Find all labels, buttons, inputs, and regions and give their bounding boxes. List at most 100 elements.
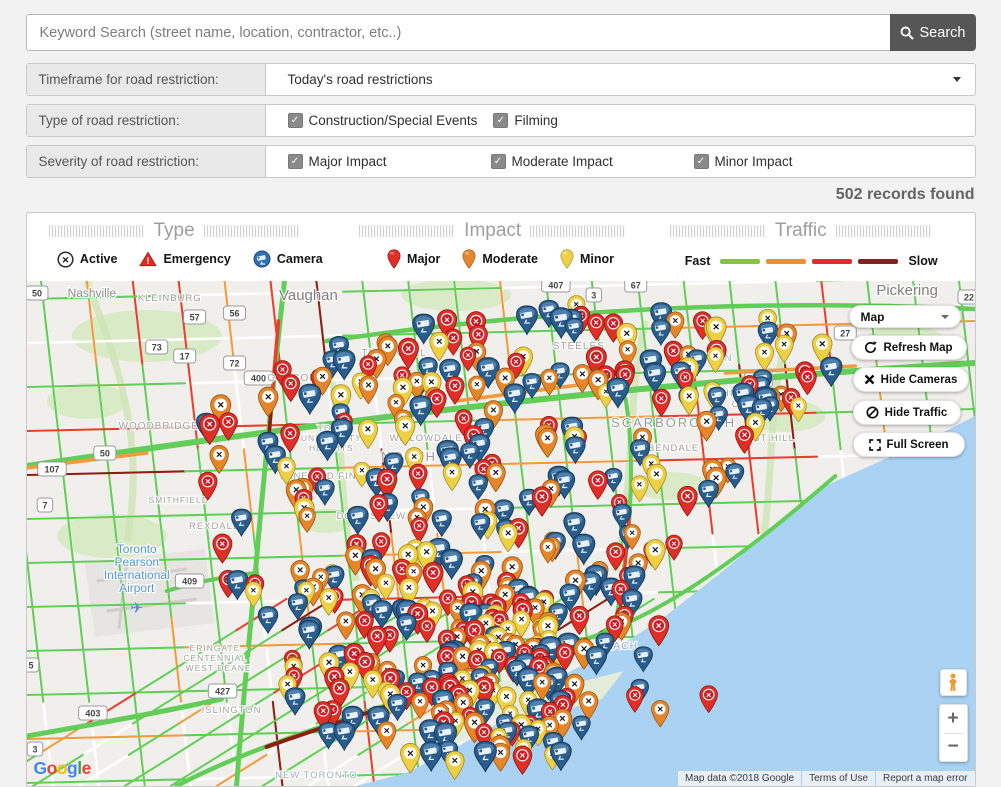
checkbox-label: Minor Impact: [714, 154, 793, 169]
checkbox-icon[interactable]: [493, 113, 509, 128]
google-logo[interactable]: Google: [33, 758, 92, 778]
svg-text:73: 73: [151, 342, 161, 352]
svg-text:56: 56: [229, 308, 239, 318]
map-card: Type ✕ Active !: [25, 212, 976, 787]
svg-text:Vaughan: Vaughan: [279, 287, 338, 304]
svg-text:400: 400: [251, 373, 266, 383]
svg-text:WOODBRIDGE: WOODBRIDGE: [118, 421, 198, 432]
checkbox-icon[interactable]: [490, 154, 506, 169]
svg-text:403: 403: [85, 708, 100, 718]
severity-options: Major Impact Moderate Impact Minor Impac…: [266, 146, 975, 177]
legend-item-active: ✕ Active: [57, 250, 117, 268]
legend-item-emergency: ! Emergency: [139, 251, 231, 267]
svg-text:CENTENNIAL -: CENTENNIAL -: [183, 653, 254, 663]
zoom-control: + −: [938, 704, 968, 762]
traffic-slow-label: Slow: [908, 254, 938, 268]
checkbox-moderate-impact[interactable]: Moderate Impact: [490, 154, 694, 169]
refresh-icon: [865, 341, 878, 354]
minor-pin-icon: [560, 249, 574, 269]
checkbox-label: Moderate Impact: [511, 154, 613, 169]
zoom-in-button[interactable]: +: [947, 707, 959, 729]
legend-hatch: [48, 225, 145, 237]
map-shields: 5057567317724003674072722401501077409427…: [26, 281, 975, 757]
timeframe-filter-row: Timeframe for road restriction: Today's …: [25, 63, 976, 96]
x-icon: [864, 374, 874, 385]
chevron-down-icon: [952, 77, 961, 82]
search-input[interactable]: [25, 14, 890, 51]
emergency-icon: !: [139, 251, 158, 267]
svg-text:Toronto: Toronto: [116, 542, 156, 556]
svg-text:5: 5: [28, 660, 33, 670]
road-restrictions-app: Search Timeframe for road restriction: T…: [25, 0, 976, 787]
svg-text:67: 67: [630, 281, 640, 291]
checkbox-icon[interactable]: [693, 154, 709, 169]
svg-text:17: 17: [179, 351, 189, 361]
camera-icon: [253, 250, 271, 268]
map-attribution: Map data ©2018 Google Terms of Use Repor…: [677, 771, 975, 786]
svg-text:Airport: Airport: [119, 581, 155, 595]
active-icon: ✕: [57, 250, 74, 268]
traffic-fast-label: Fast: [684, 254, 711, 268]
svg-text:Nashville: Nashville: [67, 286, 116, 300]
legend-traffic-scale: Fast Slow: [656, 251, 967, 271]
hide-cameras-button[interactable]: Hide Cameras: [852, 367, 969, 392]
severity-filter-row: Severity of road restriction: Major Impa…: [25, 145, 976, 178]
checkbox-construction-special-events[interactable]: Construction/Special Events: [287, 113, 478, 128]
traffic-segment: [766, 258, 807, 264]
checkbox-minor-impact[interactable]: Minor Impact: [693, 154, 897, 169]
search-button-label: Search: [919, 24, 966, 41]
timeframe-select[interactable]: Today's road restrictions: [266, 64, 975, 95]
search-button[interactable]: Search: [889, 14, 976, 51]
checkbox-major-impact[interactable]: Major Impact: [287, 154, 491, 169]
legend-traffic-section: Traffic Fast Slow: [656, 221, 967, 272]
map-type-button[interactable]: Map: [848, 305, 961, 328]
checkbox-icon[interactable]: [287, 113, 303, 128]
checkbox-label: Construction/Special Events: [308, 113, 478, 128]
svg-text:7: 7: [42, 500, 47, 510]
traffic-segment: [858, 258, 899, 264]
map-type-label: Map: [860, 309, 885, 324]
checkbox-icon[interactable]: [287, 154, 303, 169]
map-canvas[interactable]: ✕ ✕ ✕: [26, 281, 975, 786]
svg-text:WEST DEANE: WEST DEANE: [185, 663, 251, 673]
svg-text:REXDALE: REXDALE: [188, 521, 239, 532]
legend-type-title: Type: [153, 220, 195, 241]
checkbox-label: Major Impact: [308, 154, 387, 169]
svg-text:72: 72: [229, 358, 239, 368]
traffic-segment: [720, 258, 761, 264]
legend-hatch: [669, 225, 766, 237]
pegman-icon: [949, 673, 957, 691]
svg-text:22: 22: [964, 292, 974, 302]
pegman-street-view[interactable]: [939, 669, 967, 696]
legend-impact-section: Impact Major: [345, 221, 656, 272]
type-options: Construction/Special Events Filming: [266, 105, 975, 136]
zoom-out-button[interactable]: −: [947, 736, 959, 758]
legend-item-major: Major: [387, 249, 440, 269]
type-label: Type of road restriction:: [26, 105, 266, 136]
records-count: 502 records found: [835, 186, 975, 203]
checkbox-label: Filming: [514, 113, 558, 128]
report-map-error-link[interactable]: Report a map error: [876, 771, 975, 786]
hide-traffic-button[interactable]: Hide Traffic: [852, 400, 961, 425]
terms-of-use-link[interactable]: Terms of Use: [802, 771, 876, 786]
refresh-map-button[interactable]: Refresh Map: [850, 335, 967, 360]
svg-text:427: 427: [215, 686, 230, 696]
svg-text:DOWNSVIEW: DOWNSVIEW: [336, 511, 406, 522]
checkbox-filming[interactable]: Filming: [493, 113, 558, 128]
svg-text:50: 50: [31, 288, 41, 298]
legend-impact-title: Impact: [464, 220, 522, 241]
search-bar: Search: [25, 14, 976, 51]
full-screen-button[interactable]: Full Screen: [852, 432, 965, 457]
svg-text:Pickering: Pickering: [876, 282, 938, 299]
svg-text:50: 50: [99, 448, 109, 458]
traffic-gradient: [720, 258, 899, 264]
svg-text:Pearson: Pearson: [114, 555, 159, 569]
search-icon: [900, 26, 914, 40]
legend-hatch: [359, 225, 456, 237]
timeframe-selected-value: Today's road restrictions: [287, 72, 433, 87]
legend-hatch: [203, 225, 300, 237]
legend-hatch: [835, 225, 932, 237]
svg-text:ERINGATE -: ERINGATE -: [189, 643, 247, 653]
svg-text:✕: ✕: [62, 255, 70, 265]
legend-traffic-title: Traffic: [774, 220, 827, 241]
